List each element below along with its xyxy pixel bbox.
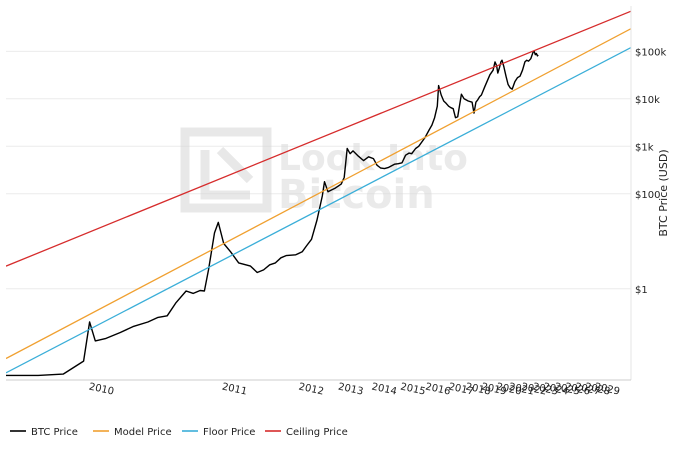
- y-axis-title: BTC Price (USD): [657, 149, 670, 236]
- grid: [6, 50, 631, 290]
- legend-label: Ceiling Price: [286, 427, 348, 438]
- x-tick-label: 2014: [371, 382, 398, 398]
- x-tick-label: 2015: [399, 382, 426, 398]
- ceiling-price-line: [6, 10, 631, 267]
- x-tick-label: 2022: [520, 382, 547, 398]
- x-tick-label: 2027: [574, 382, 601, 398]
- x-tick-label: 2010: [88, 382, 115, 398]
- x-tick-label: 2020: [495, 382, 522, 398]
- x-tick-label: 2021: [508, 382, 535, 398]
- model-price-line: [6, 28, 631, 360]
- y-tick-labels: $1 $100 $1k $10k $100k: [635, 47, 666, 295]
- x-tick-label: 2017: [447, 382, 474, 398]
- legend-label: BTC Price: [31, 427, 78, 438]
- x-tick-label: 2018: [464, 382, 491, 398]
- legend-item-ceiling-price[interactable]: Ceiling Price: [265, 427, 348, 438]
- x-tick-label: 2024: [542, 382, 569, 398]
- btc-price-line: [6, 50, 539, 377]
- y-tick-label: $1k: [635, 142, 654, 153]
- watermark-text: Bitcoin: [278, 172, 435, 218]
- axes: BTC Price (USD): [6, 6, 670, 381]
- y-tick-label: $1: [635, 285, 648, 296]
- floor-price-line: [6, 46, 631, 374]
- x-tick-label: 2025: [554, 382, 581, 398]
- x-tick-label: 2013: [337, 382, 364, 398]
- series-layer: [6, 10, 631, 377]
- x-tick-label: 2019: [480, 382, 507, 398]
- legend-label: Floor Price: [203, 427, 255, 438]
- legend-item-floor-price[interactable]: Floor Price: [182, 427, 255, 438]
- x-tick-label: 2029: [594, 382, 621, 398]
- x-tick-label: 2028: [584, 382, 611, 398]
- legend-item-model-price[interactable]: Model Price: [93, 427, 172, 438]
- y-tick-label: $10k: [635, 95, 660, 106]
- x-tick-label: 2012: [298, 382, 325, 398]
- x-tick-label: 2011: [221, 382, 248, 398]
- x-tick-label: 2016: [424, 382, 451, 398]
- x-tick-labels: 2010 2011 2012 2013 2014 20152016201720182019…: [88, 382, 621, 398]
- y-tick-label: $100: [635, 190, 660, 201]
- legend-label: Model Price: [114, 427, 172, 438]
- y-tick-label: $100k: [635, 47, 666, 58]
- x-tick-label: 2026: [564, 382, 591, 398]
- x-tick-label: 2023: [532, 382, 559, 398]
- legend-item-btc-price[interactable]: BTC Price: [10, 427, 78, 438]
- legend[interactable]: BTC Price Model Price Floor Price Ceiling P…: [10, 427, 348, 438]
